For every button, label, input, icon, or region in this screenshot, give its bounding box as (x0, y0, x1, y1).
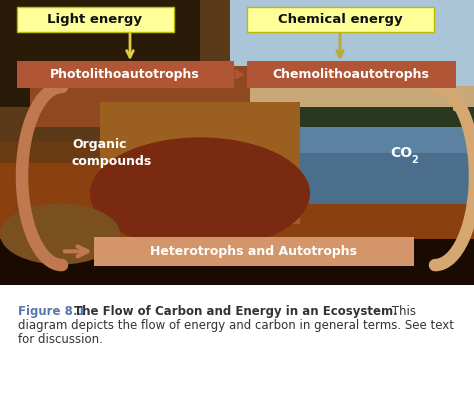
Bar (0, 163, 474, 285)
Bar (230, 0, 474, 122)
Bar (0, 0, 260, 143)
Bar (100, 102, 300, 224)
Text: Light energy: Light energy (47, 13, 143, 26)
Text: diagram depicts the flow of energy and carbon in general terms. See text: diagram depicts the flow of energy and c… (18, 319, 454, 332)
FancyBboxPatch shape (247, 61, 456, 88)
Bar (230, 152, 474, 204)
Bar (230, 107, 474, 204)
Ellipse shape (90, 138, 310, 249)
Bar (230, 107, 474, 127)
Text: This: This (388, 305, 416, 318)
Text: Figure 8.1: Figure 8.1 (18, 305, 86, 318)
Text: Heterotrophs and Autotrophs: Heterotrophs and Autotrophs (151, 245, 357, 258)
Text: Organic
compounds: Organic compounds (72, 138, 152, 168)
Text: Photolithoautotrophs: Photolithoautotrophs (50, 68, 200, 81)
Ellipse shape (0, 204, 120, 264)
FancyBboxPatch shape (247, 7, 434, 31)
Text: The Flow of Carbon and Energy in an Ecosystem.: The Flow of Carbon and Energy in an Ecos… (74, 305, 398, 318)
Text: 2: 2 (411, 155, 418, 165)
FancyBboxPatch shape (17, 61, 234, 88)
Text: Chemical energy: Chemical energy (278, 13, 402, 26)
Bar (0, 239, 474, 285)
Bar (230, 86, 474, 122)
Text: CO: CO (390, 146, 412, 160)
Text: for discussion.: for discussion. (18, 333, 103, 346)
Bar (230, 0, 474, 97)
Bar (30, 66, 250, 127)
FancyBboxPatch shape (17, 7, 174, 31)
FancyBboxPatch shape (94, 237, 414, 266)
Bar (0, 0, 200, 107)
Text: Chemolithoautotrophs: Chemolithoautotrophs (273, 68, 429, 81)
